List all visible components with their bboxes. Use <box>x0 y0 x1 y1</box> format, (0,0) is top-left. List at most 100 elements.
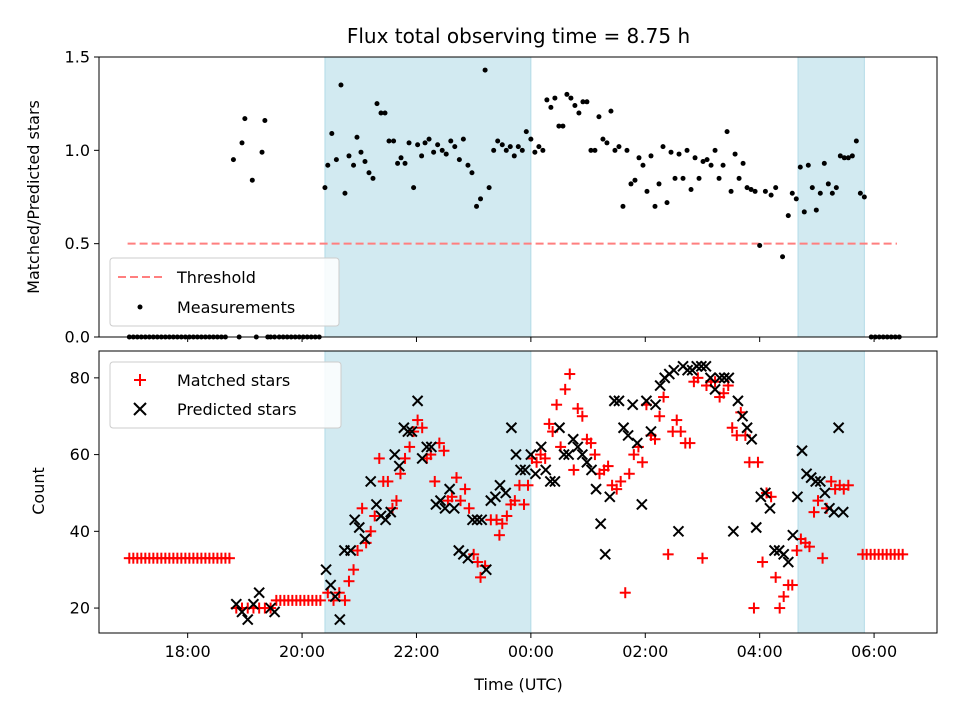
predicted-star-point <box>247 598 260 610</box>
predicted-star-point <box>344 544 357 557</box>
measurement-point <box>469 170 475 176</box>
measurement-point <box>664 200 670 206</box>
matched-star-point <box>897 548 909 560</box>
measurement-point <box>640 162 646 168</box>
measurement-point <box>452 144 458 150</box>
predicted-star-point <box>416 452 428 465</box>
measurement-point <box>780 254 786 260</box>
predicted-star-point <box>558 448 570 461</box>
measurement-point <box>242 116 248 122</box>
predicted-star-point <box>494 479 506 491</box>
measurement-point <box>596 114 602 120</box>
matched-star-point <box>696 552 708 564</box>
x-tick-label: 06:00 <box>851 642 897 661</box>
predicted-star-point <box>475 514 488 526</box>
predicted-star-point <box>385 506 397 518</box>
predicted-star-point <box>364 475 377 488</box>
measurement-point <box>762 188 768 194</box>
matched-star-point <box>803 541 815 553</box>
matched-star-point <box>352 545 364 557</box>
matched-star-point <box>408 426 420 438</box>
bottom-y-tick-label: 80 <box>70 368 90 387</box>
predicted-star-point <box>471 514 483 526</box>
measurement-point <box>564 91 570 97</box>
measurement-point <box>523 129 529 135</box>
matched-star-point <box>654 410 666 422</box>
matched-star-point <box>564 368 576 380</box>
measurement-point <box>716 175 722 181</box>
measurement-point <box>406 140 412 146</box>
measurement-point <box>568 95 574 101</box>
measurement-point <box>624 147 630 153</box>
matched-star-point <box>619 587 631 599</box>
matched-star-point <box>328 594 340 606</box>
measurement-point <box>608 108 614 114</box>
predicted-star-point <box>370 498 383 511</box>
measurement-point <box>362 159 368 165</box>
matched-star-point <box>842 479 854 491</box>
predicted-star-point <box>425 441 438 453</box>
measurement-point <box>572 103 578 109</box>
x-tick-label: 18:00 <box>165 642 211 661</box>
predicted-star-point <box>814 475 827 488</box>
matched-star-point <box>568 464 580 476</box>
top-y-tick-label: 0.5 <box>65 234 90 253</box>
matched-star-point <box>611 483 623 495</box>
measurement-point <box>422 140 428 146</box>
matched-star-point <box>623 468 635 480</box>
measurement-point <box>712 147 718 153</box>
matched-star-point <box>459 483 471 495</box>
predicted-star-point <box>549 475 561 488</box>
measurement-point <box>351 162 357 168</box>
measurement-point <box>411 185 417 191</box>
measurement-point <box>419 153 425 159</box>
top-shaded-region <box>797 56 865 338</box>
predicted-star-point <box>640 395 653 407</box>
predicted-star-point <box>353 521 365 534</box>
measurement-point <box>249 177 255 183</box>
predicted-star-point <box>832 422 845 434</box>
matched-star-point <box>585 437 597 449</box>
predicted-star-point <box>480 563 492 576</box>
matched-star-point <box>468 548 480 560</box>
predicted-star-point <box>389 448 401 461</box>
measurement-point <box>773 185 779 191</box>
matched-star-point <box>343 575 355 587</box>
predicted-star-point <box>613 395 625 407</box>
legend-measurements-label: Measurements <box>177 298 295 317</box>
predicted-star-point <box>782 556 794 568</box>
measurement-point <box>486 185 492 191</box>
measurement-point <box>732 151 738 157</box>
predicted-star-point <box>777 548 790 561</box>
predicted-star-point <box>268 606 281 618</box>
measurement-point <box>395 160 401 166</box>
measurement-point <box>724 129 730 135</box>
predicted-star-point <box>654 379 666 392</box>
predicted-star-point <box>649 399 662 411</box>
predicted-star-point <box>535 441 547 453</box>
matched-star-point <box>382 475 394 487</box>
measurement-point <box>676 151 682 157</box>
measurement-point <box>632 177 638 183</box>
measurement-point <box>644 188 650 194</box>
measurement-point <box>354 134 360 140</box>
matched-star-point <box>369 510 381 522</box>
measurement-point <box>736 175 742 181</box>
predicted-star-point <box>448 502 460 515</box>
predicted-star-point <box>713 372 726 384</box>
measurement-point <box>378 110 384 116</box>
measurement-point <box>768 192 774 198</box>
predicted-star-point <box>411 395 424 407</box>
measurement-point <box>560 123 566 129</box>
predicted-star-point <box>406 425 418 438</box>
predicted-star-point <box>626 399 639 411</box>
measurement-point <box>262 117 268 123</box>
matched-star-point <box>429 475 441 487</box>
predicted-star-point <box>599 548 611 561</box>
measurement-point <box>620 203 626 209</box>
predicted-star-point <box>608 395 621 407</box>
measurement-point <box>435 142 441 148</box>
measurement-point <box>540 147 546 153</box>
measurement-point <box>576 110 582 116</box>
measurement-point <box>391 138 397 144</box>
